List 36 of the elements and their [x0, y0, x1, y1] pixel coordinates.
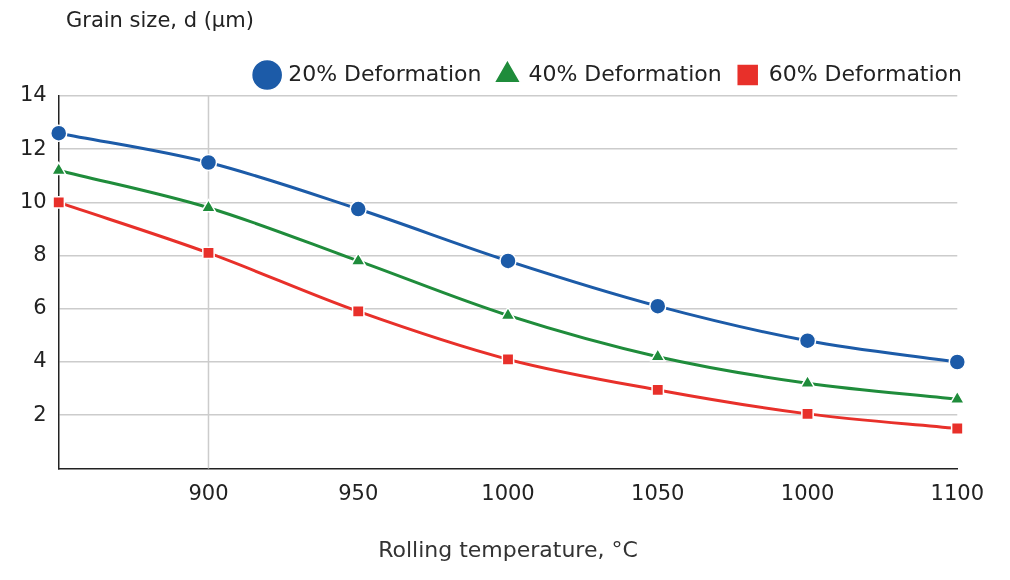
point — [649, 297, 667, 315]
point — [51, 161, 67, 176]
y-tick-label: 4 — [33, 348, 47, 373]
x-tick-label: 1000 — [780, 481, 835, 506]
legend-label: 20% Deformation — [288, 60, 482, 86]
point — [801, 407, 814, 421]
point — [798, 331, 817, 350]
point — [351, 305, 365, 318]
point — [199, 153, 218, 172]
legend-label: 60% Deformation — [768, 60, 963, 86]
point — [52, 195, 66, 209]
point — [501, 352, 515, 366]
point — [349, 200, 367, 218]
y-tick-label: 12 — [19, 135, 47, 160]
point — [499, 252, 517, 270]
x-tick-label: 900 — [188, 481, 229, 506]
y-axis-title: Grain size, d (μm) — [66, 8, 255, 34]
point — [49, 124, 68, 142]
point — [200, 198, 217, 213]
point — [948, 353, 967, 371]
x-tick-label: 950 — [338, 481, 379, 506]
point — [950, 422, 964, 435]
y-tick-label: 6 — [33, 295, 47, 320]
x-axis-title: Rolling temperature, °C — [378, 536, 638, 562]
point — [500, 306, 516, 321]
x-tick-label: 1000 — [481, 481, 535, 506]
x-tick-label: 1100 — [930, 481, 984, 506]
y-tick-label: 2 — [33, 401, 47, 426]
x-tick-label: 1050 — [631, 481, 685, 506]
y-tick-label: 14 — [19, 82, 47, 107]
y-tick-label: 10 — [19, 188, 47, 213]
point — [949, 390, 965, 404]
legend-label: 40% Deformation — [528, 60, 722, 86]
y-tick-label: 8 — [33, 242, 47, 267]
point — [202, 246, 215, 260]
point — [651, 383, 665, 397]
